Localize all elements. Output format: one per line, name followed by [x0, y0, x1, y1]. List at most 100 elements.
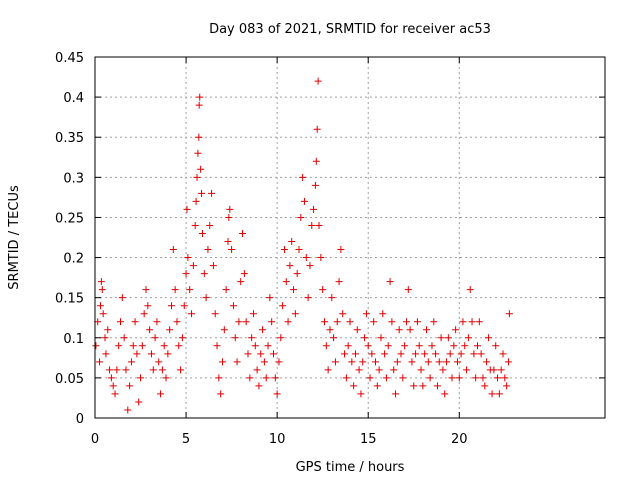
data-point: [96, 358, 104, 366]
data-point: [282, 278, 290, 286]
data-point: [249, 310, 257, 318]
data-point: [273, 390, 281, 398]
data-point: [271, 374, 279, 382]
data-point: [192, 197, 200, 205]
data-point: [355, 366, 363, 374]
data-point: [226, 205, 234, 213]
data-point: [499, 350, 507, 358]
data-point: [151, 334, 159, 342]
data-point: [131, 318, 139, 326]
data-point: [413, 318, 421, 326]
data-point: [224, 238, 232, 246]
data-point: [198, 189, 206, 197]
data-point: [268, 318, 276, 326]
data-point: [299, 173, 307, 181]
data-point: [390, 366, 398, 374]
data-point: [470, 350, 478, 358]
y-tick-label: 0.25: [55, 211, 84, 226]
data-point: [168, 302, 175, 310]
data-point: [308, 221, 316, 229]
data-point: [104, 326, 112, 334]
data-point: [173, 318, 181, 326]
data-point: [138, 342, 146, 350]
data-point: [193, 173, 201, 181]
x-tick-label: 0: [91, 432, 99, 447]
data-point: [102, 350, 110, 358]
chart-title: Day 083 of 2021, SRMTID for receiver ac5…: [209, 22, 491, 37]
data-point: [370, 318, 378, 326]
data-point: [488, 390, 496, 398]
y-tick-label: 0.35: [55, 131, 84, 146]
data-point: [443, 358, 451, 366]
data-point: [453, 358, 461, 366]
data-point: [315, 221, 323, 229]
data-point: [312, 157, 320, 165]
data-point: [297, 213, 305, 221]
data-point: [284, 318, 292, 326]
data-point: [472, 374, 480, 382]
data-point: [197, 165, 205, 173]
data-point: [339, 310, 347, 318]
y-tick-label: 0: [76, 412, 84, 427]
data-point: [466, 286, 474, 294]
data-point: [251, 342, 259, 350]
data-point: [384, 342, 392, 350]
data-point: [474, 342, 481, 350]
data-point: [359, 358, 367, 366]
data-point: [410, 382, 418, 390]
data-point: [135, 398, 143, 406]
data-point: [435, 358, 443, 366]
data-point: [107, 374, 115, 382]
y-tick-label: 0.2: [63, 252, 84, 267]
data-point: [393, 358, 401, 366]
data-point: [225, 213, 233, 221]
data-point: [348, 358, 356, 366]
data-point: [479, 374, 487, 382]
data-point: [109, 382, 117, 390]
data-point: [191, 221, 199, 229]
data-point: [475, 318, 483, 326]
data-point: [490, 366, 498, 374]
data-point: [446, 350, 454, 358]
data-point: [229, 302, 237, 310]
data-point: [382, 374, 390, 382]
data-point: [248, 334, 256, 342]
data-point: [111, 390, 119, 398]
data-point: [137, 374, 145, 382]
data-point: [196, 93, 204, 101]
data-point: [368, 350, 376, 358]
data-point: [206, 221, 214, 229]
data-point: [160, 342, 168, 350]
data-point: [455, 374, 463, 382]
data-point: [408, 358, 416, 366]
data-point: [397, 350, 405, 358]
data-points-layer: [92, 77, 513, 414]
data-point: [126, 382, 134, 390]
data-point: [504, 358, 512, 366]
data-point: [295, 246, 303, 254]
data-point: [437, 334, 445, 342]
data-point: [459, 318, 467, 326]
data-point: [395, 326, 403, 334]
data-point: [494, 374, 502, 382]
data-point: [503, 382, 511, 390]
data-point: [270, 350, 277, 358]
data-point: [417, 366, 425, 374]
data-point: [213, 342, 221, 350]
data-point: [155, 358, 163, 366]
data-point: [231, 334, 239, 342]
data-point: [433, 382, 441, 390]
data-point: [164, 350, 172, 358]
x-tick-label: 20: [451, 432, 468, 447]
data-point: [97, 278, 105, 286]
data-point: [353, 326, 361, 334]
data-point: [182, 270, 190, 278]
data-point: [147, 350, 155, 358]
data-point: [242, 318, 250, 326]
data-point: [275, 358, 283, 366]
data-point: [233, 358, 241, 366]
data-point: [133, 350, 141, 358]
y-tick-label: 0.4: [63, 91, 84, 106]
data-point: [379, 310, 387, 318]
